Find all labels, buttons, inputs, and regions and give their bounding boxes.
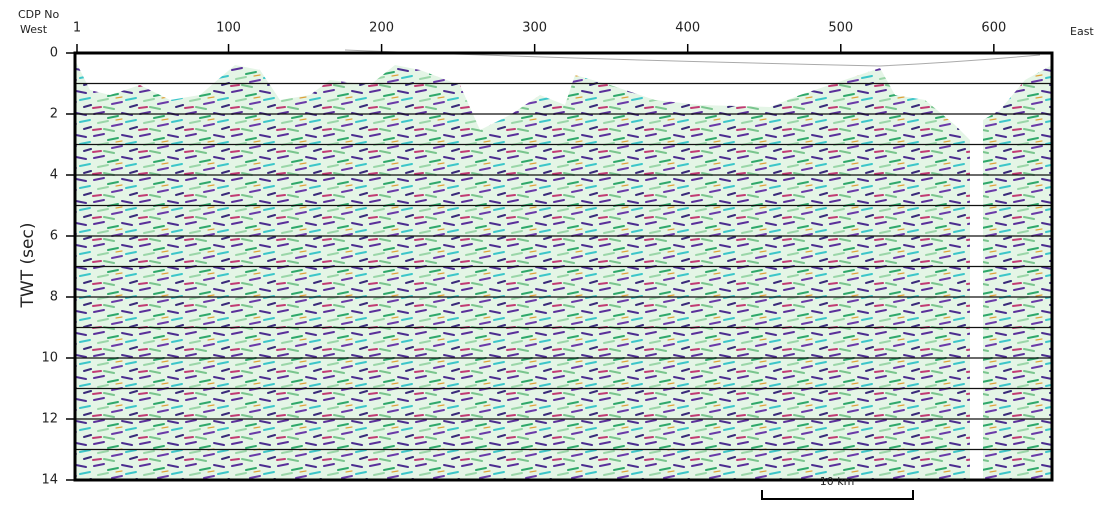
scale-bar-label: 10 km	[820, 475, 855, 488]
y-tick-label: 2	[50, 107, 58, 122]
y-tick-label: 14	[41, 473, 58, 488]
y-tick-label: 0	[50, 46, 58, 61]
x-tick-label: 600	[981, 21, 1006, 36]
x-tick-label: 200	[369, 21, 394, 36]
x-tick-label: 500	[828, 21, 853, 36]
x-axis-title: CDP No	[18, 8, 60, 21]
seismic-section	[75, 60, 1052, 480]
east-label: East	[1070, 25, 1094, 38]
x-tick-label: 100	[216, 21, 241, 36]
x-tick-label: 400	[675, 21, 700, 36]
y-tick-label: 6	[50, 229, 58, 244]
y-tick-label: 8	[50, 290, 58, 305]
y-tick-label: 10	[41, 351, 58, 366]
west-label: West	[20, 23, 48, 36]
y-tick-label: 4	[50, 168, 58, 183]
plot-frame	[73, 51, 1054, 482]
y-axis-title: TWT (sec)	[18, 223, 38, 309]
y-tick-label: 12	[41, 412, 58, 427]
x-tick-label: 300	[522, 21, 547, 36]
x-tick-label: 1	[73, 21, 81, 36]
